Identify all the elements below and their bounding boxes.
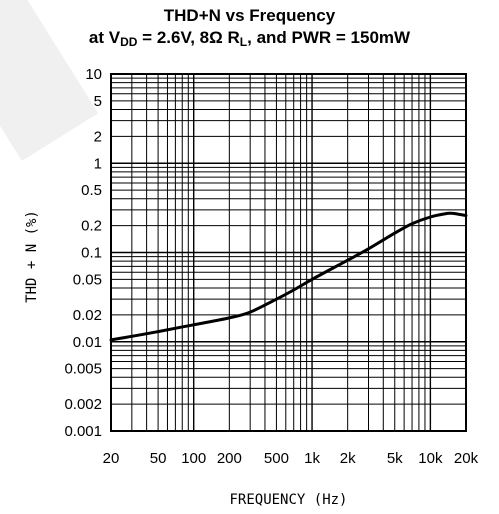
chart-title: THD+N vs Frequency	[163, 6, 336, 25]
y-tick-label: 2	[94, 128, 102, 145]
chart-subtitle: at VDD = 2.6V, 8Ω RL, and PWR = 150mW	[0, 28, 499, 49]
y-axis-label: THD + N (%)	[24, 210, 40, 303]
x-tick-label: 2k	[340, 450, 356, 467]
x-tick-label: 1k	[304, 450, 320, 467]
y-tick-labels: 10 5 2 1 0.5 0.2 0.1 0.05 0.02 0.01 0.005 0.002 0.00…	[64, 66, 102, 440]
plot-frame	[110, 73, 467, 432]
y-tick-label: 0.1	[81, 245, 102, 262]
subtitle-rl-subscript: L	[239, 35, 248, 49]
x-tick-label: 500	[264, 450, 289, 467]
x-tick-label: 50	[150, 450, 167, 467]
x-tick-label: 5k	[387, 450, 403, 467]
y-tick-label: 5	[94, 93, 102, 110]
y-tick-label: 0.05	[73, 271, 102, 288]
y-tick-label: 0.5	[81, 182, 102, 199]
grid	[110, 73, 467, 432]
y-tick-label: 0.005	[64, 361, 102, 378]
y-tick-label: 0.02	[73, 307, 102, 324]
subtitle-prefix: at V	[88, 28, 121, 47]
subtitle-mid: = 2.6V, 8Ω R	[137, 28, 240, 47]
subtitle-suffix: , and PWR = 150mW	[247, 28, 411, 47]
y-tick-label: 0.2	[81, 218, 102, 235]
series-line	[109, 211, 468, 342]
x-tick-label: 20k	[454, 450, 479, 467]
subtitle-vdd-subscript: DD	[120, 35, 138, 49]
x-tick-label: 200	[217, 450, 242, 467]
y-tick-label: 10	[85, 66, 102, 83]
x-tick-label: 100	[181, 450, 206, 467]
x-tick-label: 20	[103, 450, 120, 467]
y-tick-label: 0.001	[64, 423, 102, 440]
x-tick-labels: 20 50 100 200 500 1k 2k 5k 10k 20k	[103, 450, 479, 467]
y-tick-label: 0.002	[64, 396, 102, 413]
y-tick-label: 1	[94, 155, 102, 172]
y-tick-label: 0.01	[73, 334, 102, 351]
x-tick-label: 10k	[418, 450, 443, 467]
x-axis-label: FREQUENCY (Hz)	[229, 492, 347, 508]
